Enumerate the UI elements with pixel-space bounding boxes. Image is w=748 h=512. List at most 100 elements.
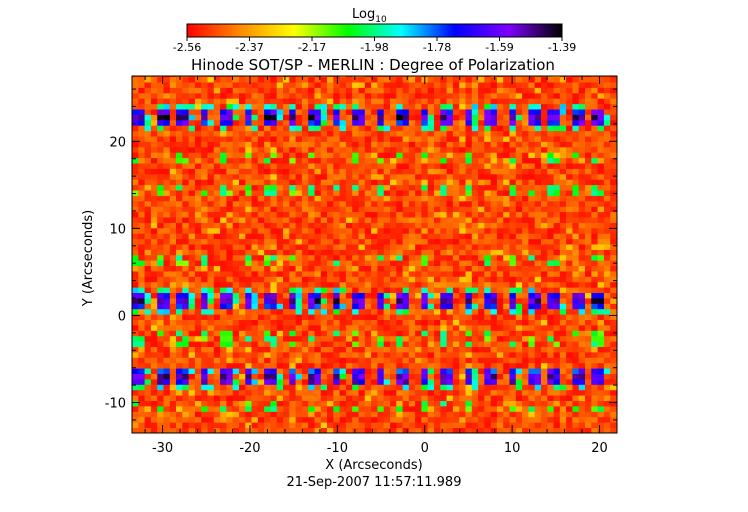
heatmap-cell [396, 249, 403, 256]
heatmap-cell [452, 130, 460, 137]
heatmap-cell [371, 157, 378, 164]
heatmap-cell [320, 335, 328, 342]
heatmap-cell [339, 173, 347, 180]
heatmap-cell [610, 114, 617, 121]
heatmap-cell [390, 173, 397, 180]
heatmap-cell [289, 125, 296, 132]
heatmap-cell [295, 233, 303, 240]
heatmap-cell [578, 379, 586, 385]
heatmap-cell [459, 352, 466, 358]
heatmap-cell [496, 130, 504, 137]
heatmap-cell [471, 379, 479, 385]
heatmap-cell [188, 146, 196, 153]
heatmap-cell [333, 335, 340, 342]
heatmap-cell [339, 265, 347, 272]
heatmap-cell [327, 195, 334, 202]
heatmap-cell [308, 125, 315, 132]
heatmap-cell [239, 395, 246, 401]
heatmap-cell [490, 109, 498, 115]
heatmap-cell [295, 298, 303, 304]
heatmap-cell [295, 271, 303, 277]
heatmap-cell [182, 222, 189, 229]
heatmap-cell [289, 254, 296, 261]
heatmap-cell [459, 281, 466, 288]
heatmap-cell [295, 211, 303, 218]
heatmap-cell [408, 276, 416, 283]
heatmap-cell [509, 87, 517, 94]
heatmap-cell [503, 330, 510, 337]
heatmap-cell [553, 249, 561, 256]
heatmap-cell [194, 389, 202, 396]
heatmap-cell [446, 103, 454, 110]
heatmap-cell [194, 163, 202, 169]
heatmap-cell [352, 379, 359, 385]
heatmap-cell [245, 319, 252, 326]
heatmap-cell [150, 184, 158, 191]
heatmap-cell [169, 427, 177, 433]
heatmap-cell [226, 303, 234, 310]
heatmap-cell [194, 217, 202, 223]
heatmap-cell [232, 200, 240, 207]
heatmap-cell [408, 173, 416, 180]
heatmap-cell [465, 119, 473, 126]
heatmap-cell [138, 163, 145, 169]
heatmap-cell [257, 325, 265, 331]
heatmap-cell [559, 281, 567, 288]
heatmap-cell [320, 87, 328, 94]
heatmap-cell [213, 346, 221, 353]
heatmap-cell [572, 98, 580, 105]
heatmap-cell [352, 265, 359, 272]
heatmap-cell [232, 319, 240, 326]
heatmap-cell [132, 163, 139, 169]
heatmap-cell [490, 422, 498, 428]
heatmap-cell [207, 287, 215, 293]
heatmap-cell [163, 260, 171, 266]
heatmap-cell [144, 119, 152, 126]
heatmap-cell [471, 233, 479, 240]
heatmap-cell [132, 233, 139, 240]
heatmap-cell [597, 190, 605, 196]
heatmap-cell [515, 211, 523, 218]
heatmap-cell [276, 152, 284, 159]
heatmap-cell [541, 330, 548, 337]
heatmap-cell [452, 287, 460, 293]
heatmap-cell [333, 325, 340, 331]
heatmap-cell [220, 411, 227, 418]
heatmap-cell [610, 184, 617, 191]
heatmap-cell [301, 233, 309, 240]
heatmap-cell [257, 260, 265, 266]
heatmap-cell [358, 152, 366, 159]
heatmap-cell [566, 98, 573, 105]
heatmap-cell [226, 92, 234, 99]
heatmap-cell [283, 190, 290, 196]
heatmap-cell [157, 303, 164, 310]
heatmap-cell [138, 422, 145, 428]
heatmap-cell [547, 325, 554, 331]
heatmap-cell [176, 368, 183, 374]
heatmap-cell [515, 260, 523, 266]
heatmap-cell [547, 227, 554, 234]
heatmap-cell [559, 244, 567, 250]
heatmap-cell [150, 287, 158, 293]
heatmap-cell [364, 362, 372, 369]
heatmap-cell [232, 249, 240, 256]
heatmap-cell [132, 217, 139, 223]
heatmap-cell [509, 206, 517, 213]
heatmap-cell [320, 249, 328, 256]
heatmap-cell [415, 254, 422, 261]
heatmap-cell [207, 330, 215, 337]
heatmap-cell [327, 152, 334, 159]
heatmap-cell [239, 341, 246, 347]
heatmap-cell [553, 314, 561, 320]
heatmap-cell [339, 287, 347, 293]
heatmap-cell [163, 395, 171, 401]
heatmap-cell [503, 314, 510, 320]
heatmap-cell [396, 238, 403, 245]
heatmap-cell [163, 292, 171, 299]
heatmap-cell [484, 389, 491, 396]
heatmap-cell [182, 389, 189, 396]
heatmap-cell [245, 157, 252, 164]
heatmap-cell [213, 103, 221, 110]
heatmap-cell [434, 163, 441, 169]
heatmap-cell [182, 346, 189, 353]
